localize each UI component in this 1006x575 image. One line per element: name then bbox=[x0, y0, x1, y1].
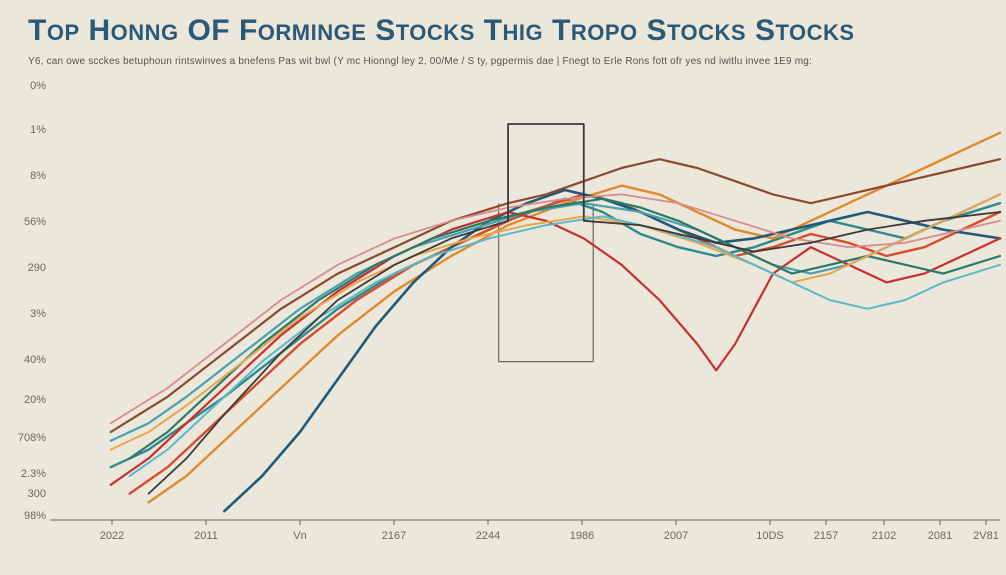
series-line bbox=[111, 194, 1000, 449]
series-line bbox=[130, 199, 1000, 459]
chart-svg bbox=[0, 0, 1006, 575]
series-line bbox=[111, 212, 1000, 485]
series-line bbox=[111, 194, 1000, 440]
series-line bbox=[130, 194, 1000, 493]
series-line bbox=[149, 124, 1000, 494]
chart-container: TOP HONNG OF FORMINGE STOCKS THIG TROPO … bbox=[0, 0, 1006, 575]
series-line bbox=[111, 199, 1000, 467]
series-line bbox=[224, 190, 1000, 511]
